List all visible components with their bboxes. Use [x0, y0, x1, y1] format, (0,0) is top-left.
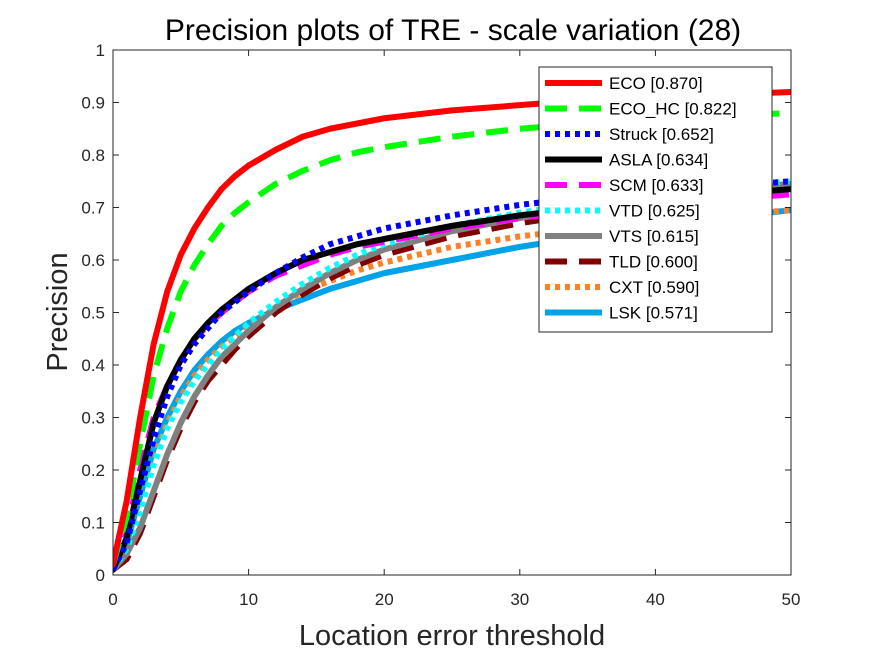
- legend-label: SCM [0.633]: [609, 176, 704, 195]
- y-tick-label: 0.5: [81, 304, 105, 323]
- x-tick-label: 0: [108, 590, 117, 609]
- y-tick-label: 0.6: [81, 251, 105, 270]
- y-tick-label: 0: [96, 566, 105, 585]
- x-tick-label: 10: [239, 590, 258, 609]
- legend-label: VTS [0.615]: [609, 227, 699, 246]
- y-tick-label: 0.1: [81, 514, 105, 533]
- series-line-struck: [113, 178, 791, 572]
- y-tick-label: 0.9: [81, 94, 105, 113]
- y-tick-label: 0.2: [81, 461, 105, 480]
- x-tick-label: 40: [646, 590, 665, 609]
- series-line-vtd: [113, 178, 791, 572]
- legend-label: Struck [0.652]: [609, 125, 714, 144]
- y-tick-label: 0.8: [81, 146, 105, 165]
- axis-layer: 0 10 20 30 40 50 0 0.1 0.2 0.3 0.4 0.5 0.6 0.7 0.8 0.9 1: [81, 41, 800, 609]
- x-tick-label: 30: [510, 590, 529, 609]
- legend-label: LSK [0.571]: [609, 304, 698, 323]
- chart-title: Precision plots of TRE - scale variation…: [165, 14, 741, 47]
- y-axis-title: Precision: [42, 252, 74, 371]
- y-tick-label: 1: [96, 41, 105, 60]
- y-tick-label: 0.4: [81, 356, 105, 375]
- y-tick-label: 0.7: [81, 199, 105, 218]
- series-line-eco-hc: [113, 110, 791, 566]
- y-tick-label: 0.3: [81, 409, 105, 428]
- legend: ECO [0.870] ECO_HC [0.822] Struck [0.652] A…: [538, 66, 773, 333]
- legend-label: ASLA [0.634]: [609, 151, 708, 170]
- x-tick-label: 50: [782, 590, 801, 609]
- x-axis-title: Location error threshold: [299, 620, 605, 652]
- legend-label: VTD [0.625]: [609, 202, 700, 221]
- legend-label: CXT [0.590]: [609, 278, 699, 297]
- legend-label: ECO [0.870]: [609, 74, 703, 93]
- x-tick-label: 20: [375, 590, 394, 609]
- legend-label: ECO_HC [0.822]: [609, 100, 737, 119]
- legend-label: TLD [0.600]: [609, 253, 698, 272]
